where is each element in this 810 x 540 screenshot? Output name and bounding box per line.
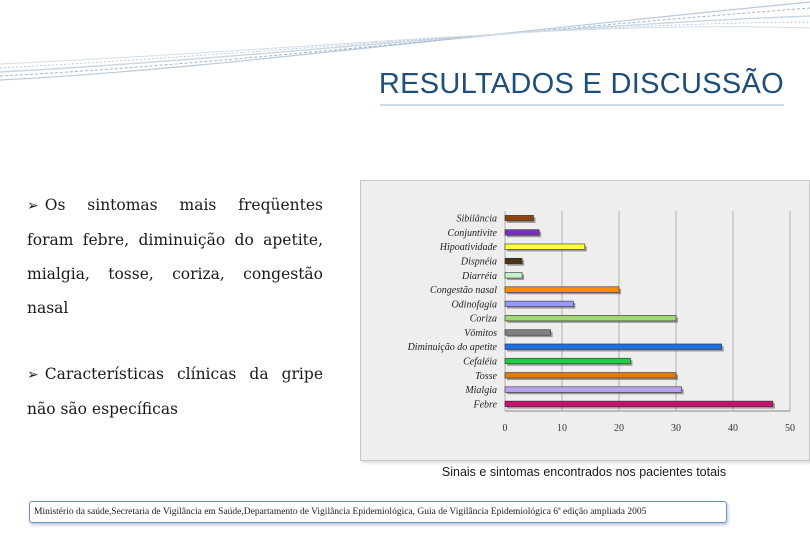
bar <box>504 343 722 350</box>
category-label: Hipoatividade <box>439 242 498 253</box>
category-label: Conjuntivite <box>448 228 498 239</box>
bar <box>504 315 677 322</box>
bar <box>504 300 574 307</box>
category-label: Tosse <box>475 371 497 382</box>
x-tick-label: 50 <box>785 423 795 434</box>
bullet-text: Os sintomas mais freqüentes foram febre,… <box>27 196 323 317</box>
bullet-list: ➢ Os sintomas mais freqüentes foram febre… <box>27 188 323 458</box>
bar <box>504 386 682 393</box>
category-label: Vômitos <box>464 328 497 339</box>
category-label: Sibilância <box>456 214 497 225</box>
title-divider <box>380 104 784 106</box>
bar <box>504 243 586 250</box>
category-label: Odinofagia <box>451 299 497 310</box>
bar <box>504 357 631 365</box>
arrow-bullet-icon: ➢ <box>27 198 39 214</box>
bar <box>504 272 523 279</box>
category-label: Congestão nasal <box>430 285 497 296</box>
bar <box>504 229 540 236</box>
source-citation: Ministério da saúde,Secretaria de Vigilâ… <box>29 501 727 523</box>
symptoms-bar-chart: 0 10 20 30 40 50 Sibilância Conjuntivite Hipoati… <box>360 180 810 461</box>
bar <box>504 400 774 407</box>
category-label: Diminuição do apetite <box>407 342 498 353</box>
category-label: Diarréia <box>461 271 497 282</box>
header-swoosh-decoration <box>0 1 810 81</box>
bullet-item: ➢ Os sintomas mais freqüentes foram febre… <box>27 188 323 325</box>
bar <box>504 372 677 379</box>
chart-caption: Sinais e sintomas encontrados nos pacien… <box>441 465 727 479</box>
bar <box>504 329 551 336</box>
bullet-text: Características clínicas da gripe não sã… <box>27 365 323 418</box>
category-label: Febre <box>472 399 497 410</box>
x-tick-label: 20 <box>614 423 624 434</box>
chart-svg: 0 10 20 30 40 50 Sibilância Conjuntivite Hipoati… <box>407 211 795 434</box>
x-tick-label: 40 <box>728 423 738 434</box>
bar <box>504 286 620 293</box>
x-tick-label: 30 <box>671 423 681 434</box>
bullet-item: ➢ Características clínicas da gripe não s… <box>27 357 323 426</box>
x-tick-label: 10 <box>557 423 567 434</box>
category-label: Coriza <box>470 314 497 325</box>
bar <box>504 215 534 222</box>
category-label: Dispnéia <box>460 257 497 268</box>
x-tick-label: 0 <box>503 423 508 434</box>
slide-title: RESULTADOS E DISCUSSÃO <box>378 68 784 100</box>
bar <box>504 257 523 265</box>
arrow-bullet-icon: ➢ <box>27 367 39 383</box>
category-label: Cefaléia <box>463 357 497 368</box>
category-label: Mialgia <box>464 385 497 396</box>
